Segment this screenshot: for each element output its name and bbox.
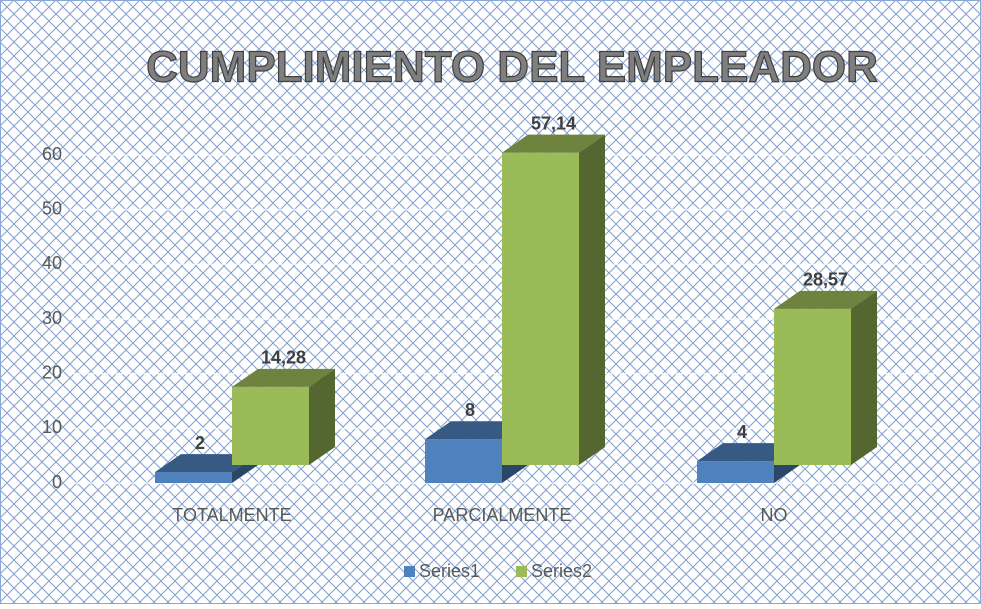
data-label: 8 — [465, 400, 475, 420]
legend-label: Series1 — [419, 561, 480, 581]
y-tick-label: 20 — [42, 362, 62, 382]
data-label: 14,28 — [261, 348, 306, 368]
data-label: 28,57 — [803, 270, 848, 290]
bar-side — [579, 134, 605, 465]
bar-front — [232, 386, 309, 465]
x-tick-label: PARCIALMENTE — [433, 505, 572, 525]
y-tick-label: 50 — [42, 198, 62, 218]
y-tick-label: 40 — [42, 253, 62, 273]
bar-front — [425, 439, 502, 483]
data-label: 57,14 — [531, 113, 576, 133]
bar-front — [155, 472, 232, 483]
y-tick-label: 0 — [52, 472, 62, 492]
legend-label: Series2 — [531, 561, 592, 581]
y-tick-label: 60 — [42, 144, 62, 164]
bar — [502, 134, 605, 465]
bar — [774, 290, 877, 465]
bar-side — [851, 290, 877, 465]
bar — [232, 368, 335, 465]
y-tick-label: 10 — [42, 417, 62, 437]
x-tick-label: NO — [761, 505, 788, 525]
data-label: 2 — [195, 433, 205, 453]
bar-side — [309, 368, 335, 465]
bar-front — [774, 308, 851, 465]
legend-swatch — [404, 566, 415, 577]
data-label: 4 — [737, 422, 747, 442]
bar-top — [232, 368, 335, 387]
bar-front — [502, 152, 579, 465]
bar-front — [697, 461, 774, 483]
bar-top — [502, 134, 605, 153]
legend-swatch — [516, 566, 527, 577]
chart-title: CUMPLIMIENTO DEL EMPLEADOR — [146, 43, 878, 92]
x-tick-label: TOTALMENTE — [172, 505, 291, 525]
y-tick-label: 30 — [42, 308, 62, 328]
bar-top — [774, 290, 877, 309]
